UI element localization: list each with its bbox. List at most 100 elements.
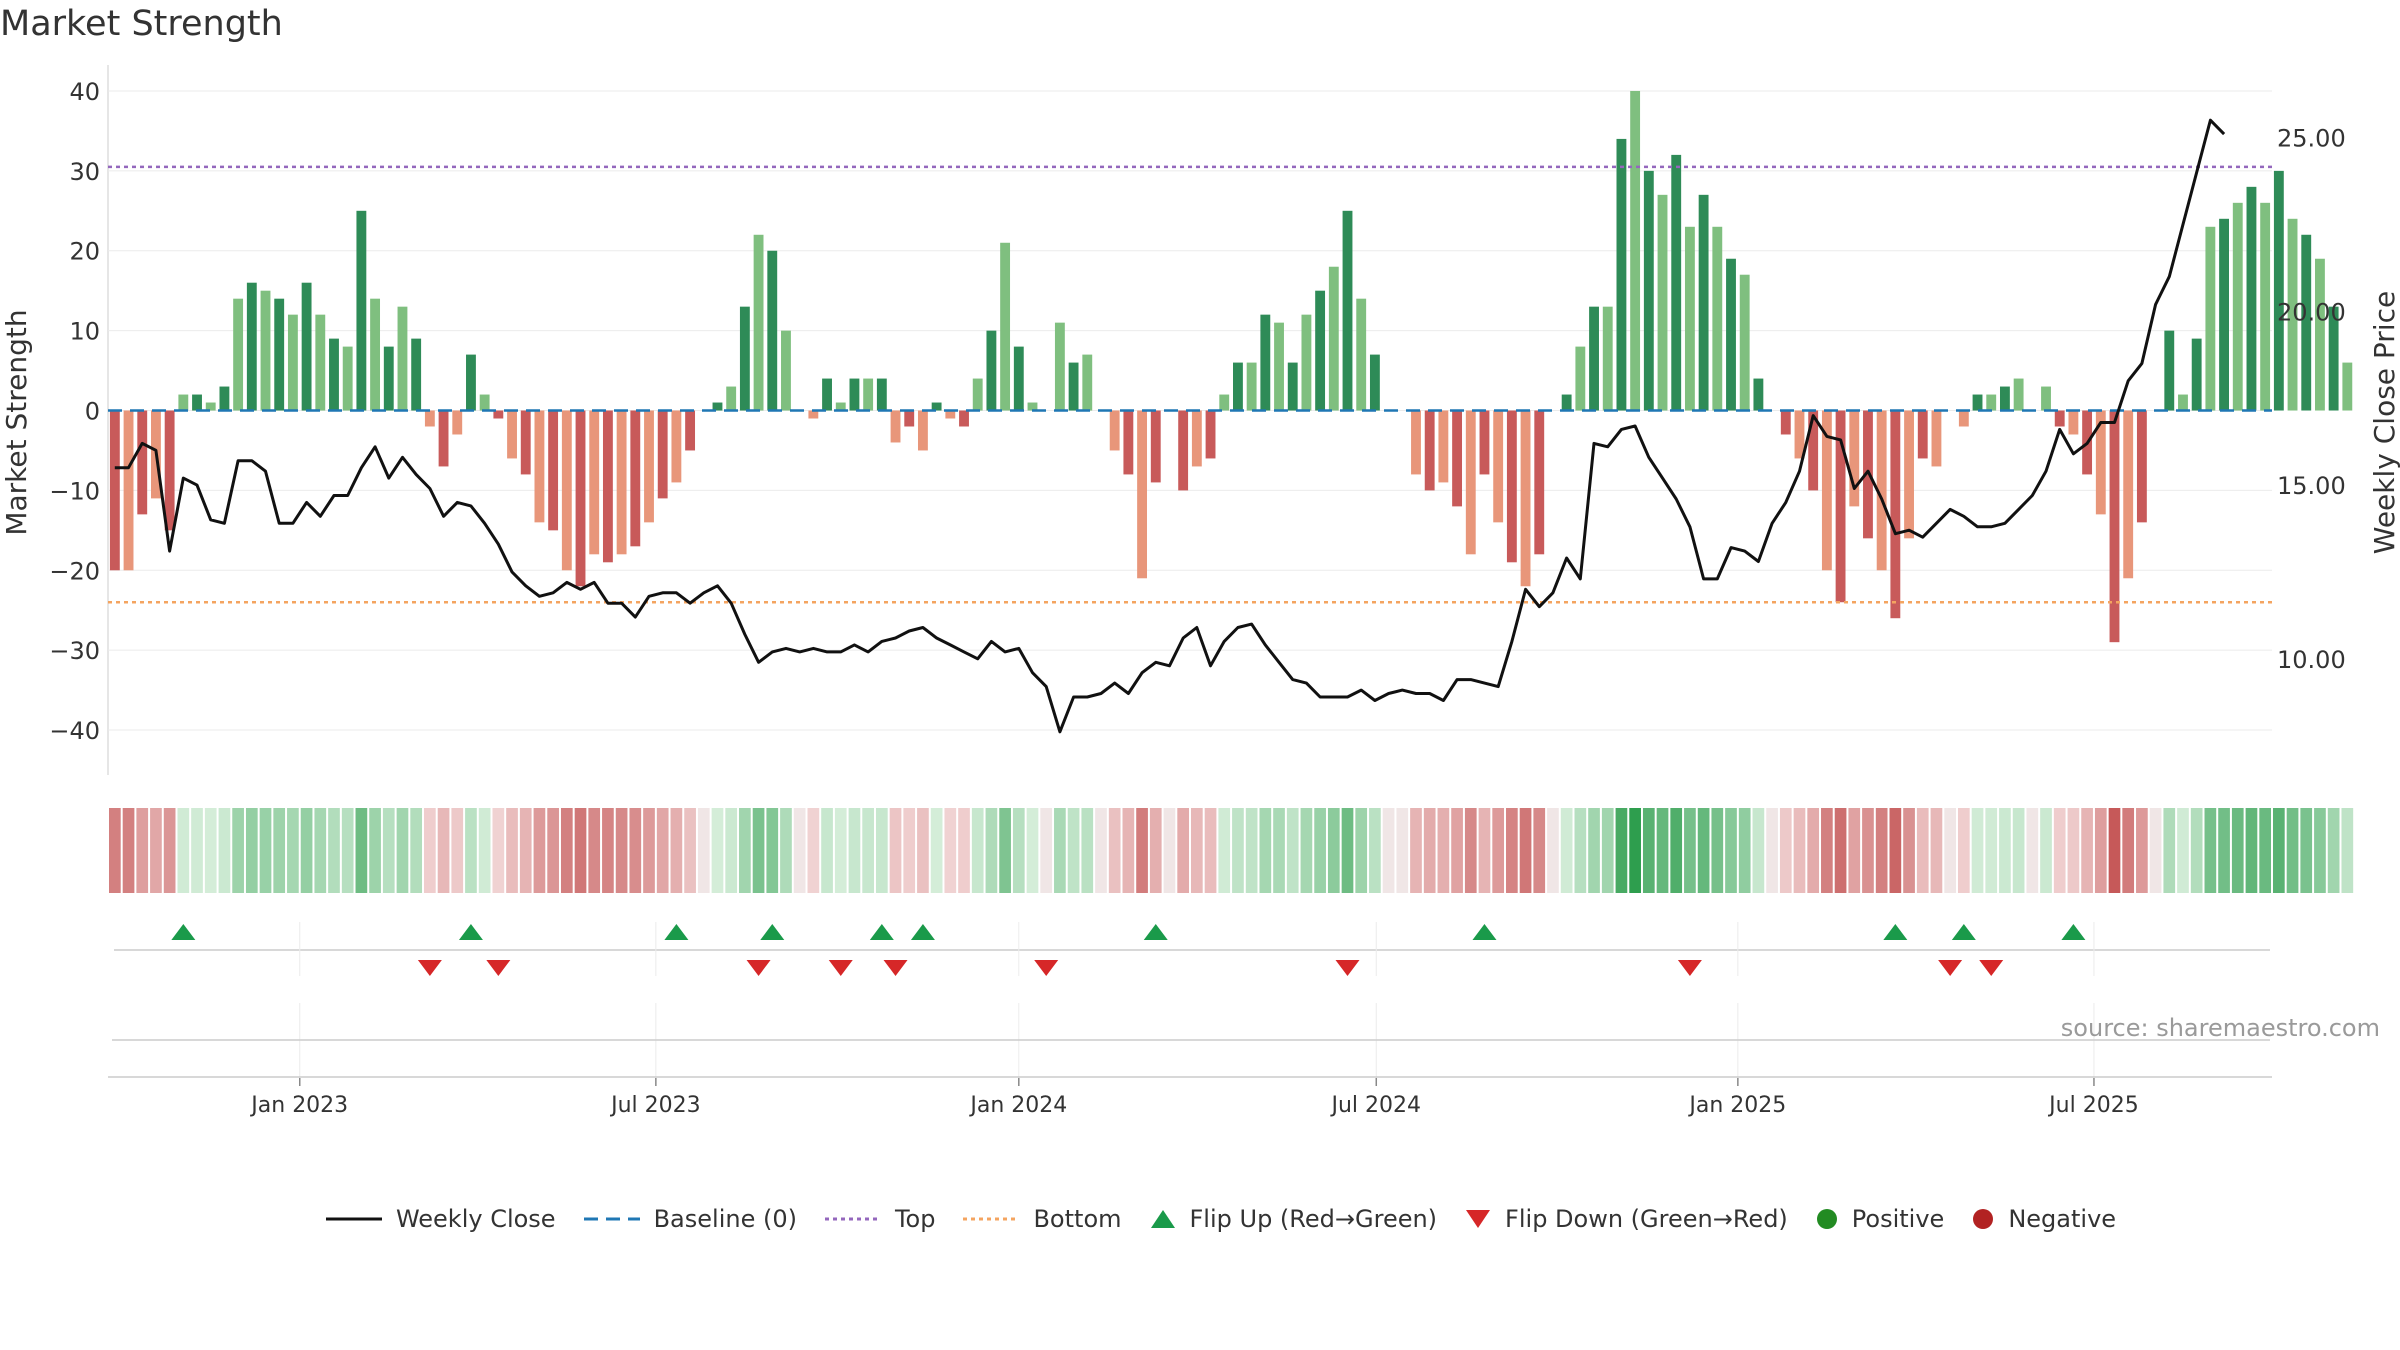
heat-cell	[2204, 808, 2217, 893]
heat-cell	[1108, 808, 1121, 893]
heat-cell	[1012, 808, 1025, 893]
axis-layer: 40 30 20 10 0 −10 −20 −30 −40 25.00 20.00 15.00 10.0…	[0, 78, 2400, 745]
strength-bar	[808, 410, 819, 419]
strength-bar	[1616, 138, 1627, 411]
strength-bar	[2260, 202, 2271, 411]
strength-bar	[630, 410, 641, 547]
strength-bar	[2315, 258, 2325, 411]
strength-bar	[1931, 410, 1942, 467]
y-tick-label: 20	[69, 238, 100, 266]
heat-cell	[396, 808, 409, 893]
heat-cell	[314, 808, 327, 893]
heat-cell	[259, 808, 272, 893]
heat-cell	[1848, 808, 1861, 893]
strength-bar	[1684, 226, 1695, 411]
strength-bar	[1726, 258, 1736, 411]
strength-bar	[685, 410, 696, 451]
heat-cell	[1711, 808, 1724, 893]
heat-cell	[355, 808, 368, 893]
strength-bar	[1287, 362, 1298, 411]
y-tick-label: 40	[69, 78, 100, 106]
heat-strip	[109, 808, 2354, 893]
heat-cell	[492, 808, 505, 893]
strength-bar	[767, 250, 778, 411]
strength-bar	[1301, 314, 1312, 411]
heat-cell	[780, 808, 792, 893]
strength-bar	[1780, 410, 1791, 435]
heat-cell	[2190, 808, 2203, 893]
heat-cell	[725, 808, 738, 893]
strength-bar	[2095, 410, 2106, 515]
strength-bar	[534, 410, 545, 523]
triangle-down-icon	[1466, 1210, 1491, 1228]
y-tick-label: −40	[49, 717, 100, 745]
heat-cell	[2231, 808, 2244, 893]
triangle-up-icon	[1150, 1210, 1175, 1228]
heat-cell	[1615, 808, 1628, 893]
strength-bar	[2287, 218, 2298, 411]
heat-cell	[2094, 808, 2107, 893]
legend-label-bottom: Bottom	[1033, 1205, 1122, 1233]
strength-bar	[1904, 410, 1914, 539]
heat-cell	[807, 808, 820, 893]
strength-bar	[863, 378, 874, 411]
heat-cell	[1560, 808, 1573, 893]
strength-bar	[2068, 410, 2079, 435]
x-tick-label: Jan 2025	[1687, 1093, 1786, 1118]
heat-cell	[1903, 808, 1915, 893]
strength-bar	[205, 402, 216, 411]
heat-cell	[1149, 808, 1162, 893]
heat-cell	[711, 808, 724, 893]
strength-bar	[274, 298, 285, 411]
heat-cell	[122, 808, 135, 893]
heat-cell	[506, 808, 518, 893]
heat-cell	[1314, 808, 1326, 893]
flip-up-marker	[760, 924, 785, 940]
strength-bar	[2136, 410, 2147, 523]
strength-bar	[1000, 242, 1011, 411]
strength-bar	[1630, 90, 1641, 411]
strength-bar	[452, 410, 463, 435]
strength-bar	[260, 290, 271, 411]
legend-flip-down: Flip Down (Green→Red)	[1463, 1205, 1788, 1233]
strength-bar	[178, 394, 189, 411]
strength-bar	[466, 354, 476, 411]
heat-cell	[109, 808, 121, 893]
heat-cell	[1875, 808, 1888, 893]
legend-label-flip-up: Flip Up (Red→Green)	[1189, 1205, 1438, 1233]
heat-cell	[1999, 808, 2011, 893]
heat-cell	[1245, 808, 1258, 893]
heat-cell	[1122, 808, 1135, 893]
legend-flip-up: Flip Up (Red→Green)	[1148, 1205, 1438, 1233]
strength-bar	[1575, 346, 1586, 411]
heat-cell	[2149, 808, 2162, 893]
strength-bar	[1219, 394, 1230, 411]
legend-label-top: Top	[894, 1205, 936, 1233]
source-label: source: sharemaestro.com	[2060, 1014, 2380, 1042]
heat-cell	[2108, 808, 2121, 893]
heat-cell	[150, 808, 162, 893]
heat-cell	[697, 808, 710, 893]
strength-bar	[301, 282, 312, 411]
strength-bar	[342, 346, 353, 411]
heat-cell	[766, 808, 779, 893]
strength-bar	[1424, 410, 1435, 491]
strength-bar	[671, 410, 682, 483]
heat-cell	[1054, 808, 1066, 893]
strength-bar	[1260, 314, 1271, 411]
strength-bar	[1589, 306, 1599, 411]
legend-baseline: Baseline (0)	[582, 1205, 797, 1233]
heat-cell	[478, 808, 491, 893]
heat-cell	[1533, 808, 1546, 893]
heat-cell	[437, 808, 450, 893]
strength-bar	[1739, 274, 1750, 411]
strength-bar	[1246, 362, 1257, 411]
heat-cell	[1396, 808, 1409, 893]
x-tick-label: Jan 2024	[968, 1093, 1067, 1118]
flip-up-marker	[458, 924, 483, 940]
legend-label-baseline: Baseline (0)	[653, 1205, 797, 1233]
strength-bar	[1876, 410, 1887, 571]
strength-bar	[1698, 194, 1709, 411]
strength-bar	[2109, 410, 2120, 643]
heat-cell	[1300, 808, 1313, 893]
